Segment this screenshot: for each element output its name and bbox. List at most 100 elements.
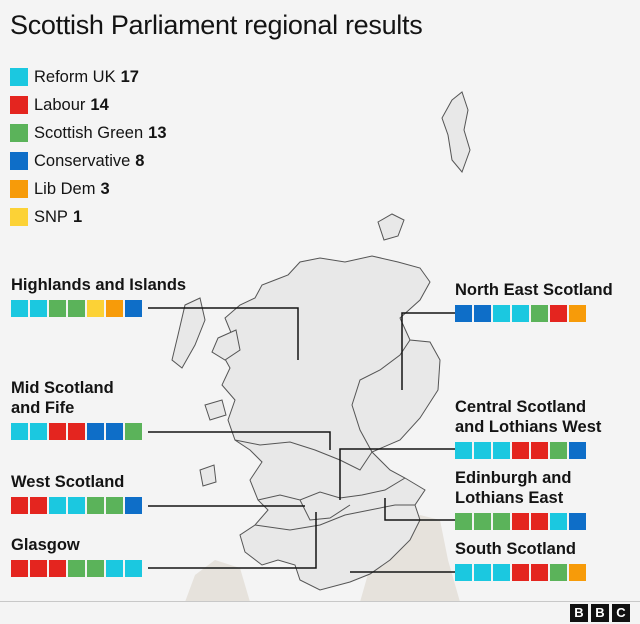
chart-title: Scottish Parliament regional results — [10, 10, 423, 40]
legend-swatch — [10, 208, 28, 226]
seat-green — [68, 300, 85, 317]
scotland-mainland — [219, 255, 441, 591]
seat-row — [455, 513, 588, 530]
region-edinburgh: Edinburgh and Lothians East — [455, 468, 588, 530]
leader-line-highlands — [148, 307, 299, 360]
region-glasgow: Glasgow — [11, 535, 144, 577]
seat-row — [11, 560, 144, 577]
seat-green — [493, 513, 510, 530]
mull — [204, 399, 227, 421]
seat-conservative — [569, 442, 586, 459]
seat-labour — [531, 442, 548, 459]
legend-swatch — [10, 124, 28, 142]
legend-seat-count: 13 — [148, 123, 167, 142]
legend-item-reform: Reform UK 17 — [10, 63, 167, 91]
legend-item-libdem: Lib Dem 3 — [10, 175, 167, 203]
seat-green — [550, 564, 567, 581]
region-name: South Scotland — [455, 540, 576, 558]
legend-label: Lib Dem — [34, 179, 96, 198]
leader-line-mid — [148, 431, 331, 450]
legend-label: Scottish Green — [34, 123, 144, 142]
bbc-logo-block: C — [612, 604, 630, 622]
seat-conservative — [455, 305, 472, 322]
legend-item-green: Scottish Green 13 — [10, 119, 167, 147]
seat-green — [68, 560, 85, 577]
seat-row — [11, 423, 144, 440]
seat-green — [87, 497, 104, 514]
leader-line-central — [339, 448, 455, 500]
leader-line-glasgow — [148, 512, 317, 569]
seat-labour — [11, 560, 28, 577]
legend-item-snp: SNP 1 — [10, 203, 167, 231]
seat-reform — [30, 423, 47, 440]
bbc-logo-block: B — [591, 604, 609, 622]
seat-reform — [125, 560, 142, 577]
region-name: Highlands and Islands — [11, 276, 187, 294]
seat-conservative — [569, 513, 586, 530]
seat-conservative — [474, 305, 491, 322]
seat-reform — [455, 442, 472, 459]
seat-reform — [474, 442, 491, 459]
legend-label: SNP — [34, 207, 68, 226]
seat-row — [11, 300, 186, 317]
ireland-landmass — [185, 560, 250, 602]
seat-snp — [87, 300, 104, 317]
region-south-scotland: South Scotland — [455, 539, 588, 581]
footer-divider — [0, 601, 640, 602]
seat-reform — [493, 442, 510, 459]
seat-reform — [474, 564, 491, 581]
seat-green — [87, 560, 104, 577]
region-name: Glasgow — [11, 536, 80, 554]
seat-reform — [30, 300, 47, 317]
seat-libdem — [569, 305, 586, 322]
seat-green — [455, 513, 472, 530]
seat-row — [11, 497, 144, 514]
seat-reform — [493, 564, 510, 581]
islay — [199, 464, 217, 487]
legend-label: Labour — [34, 95, 86, 114]
seat-green — [125, 423, 142, 440]
legend-seat-count: 14 — [90, 95, 109, 114]
seat-conservative — [106, 423, 123, 440]
region-mid-scotland: Mid Scotland and Fife — [11, 378, 144, 440]
legend-item-labour: Labour 14 — [10, 91, 167, 119]
seat-green — [531, 305, 548, 322]
seat-row — [455, 442, 601, 459]
seat-labour — [49, 560, 66, 577]
region-name: West Scotland — [11, 473, 125, 491]
legend-swatch — [10, 180, 28, 198]
region-boundaries — [234, 339, 415, 531]
skye — [211, 329, 241, 361]
seat-labour — [531, 564, 548, 581]
legend-swatch — [10, 152, 28, 170]
region-name: North East Scotland — [455, 281, 613, 299]
legend-seat-count: 17 — [120, 67, 139, 86]
seat-green — [49, 300, 66, 317]
legend-seat-count: 3 — [100, 179, 110, 198]
seat-labour — [49, 423, 66, 440]
seat-reform — [493, 305, 510, 322]
seat-reform — [455, 564, 472, 581]
seat-labour — [512, 564, 529, 581]
seat-reform — [11, 300, 28, 317]
seat-conservative — [125, 497, 142, 514]
seat-libdem — [106, 300, 123, 317]
region-north-east: North East Scotland — [455, 280, 613, 322]
legend-swatch — [10, 68, 28, 86]
seat-labour — [30, 560, 47, 577]
legend-seat-count: 8 — [135, 151, 145, 170]
seat-libdem — [569, 564, 586, 581]
region-name: Edinburgh and Lothians East — [455, 469, 572, 507]
western-isles — [171, 297, 206, 369]
region-name: Mid Scotland and Fife — [11, 379, 114, 417]
seat-reform — [512, 305, 529, 322]
seat-labour — [531, 513, 548, 530]
legend: Reform UK 17 Labour 14 Scottish Green 13 Conse… — [10, 63, 167, 231]
seat-green — [474, 513, 491, 530]
region-highlands: Highlands and Islands — [11, 275, 186, 317]
seat-labour — [30, 497, 47, 514]
leader-line-northeast — [401, 312, 455, 390]
seat-reform — [11, 423, 28, 440]
